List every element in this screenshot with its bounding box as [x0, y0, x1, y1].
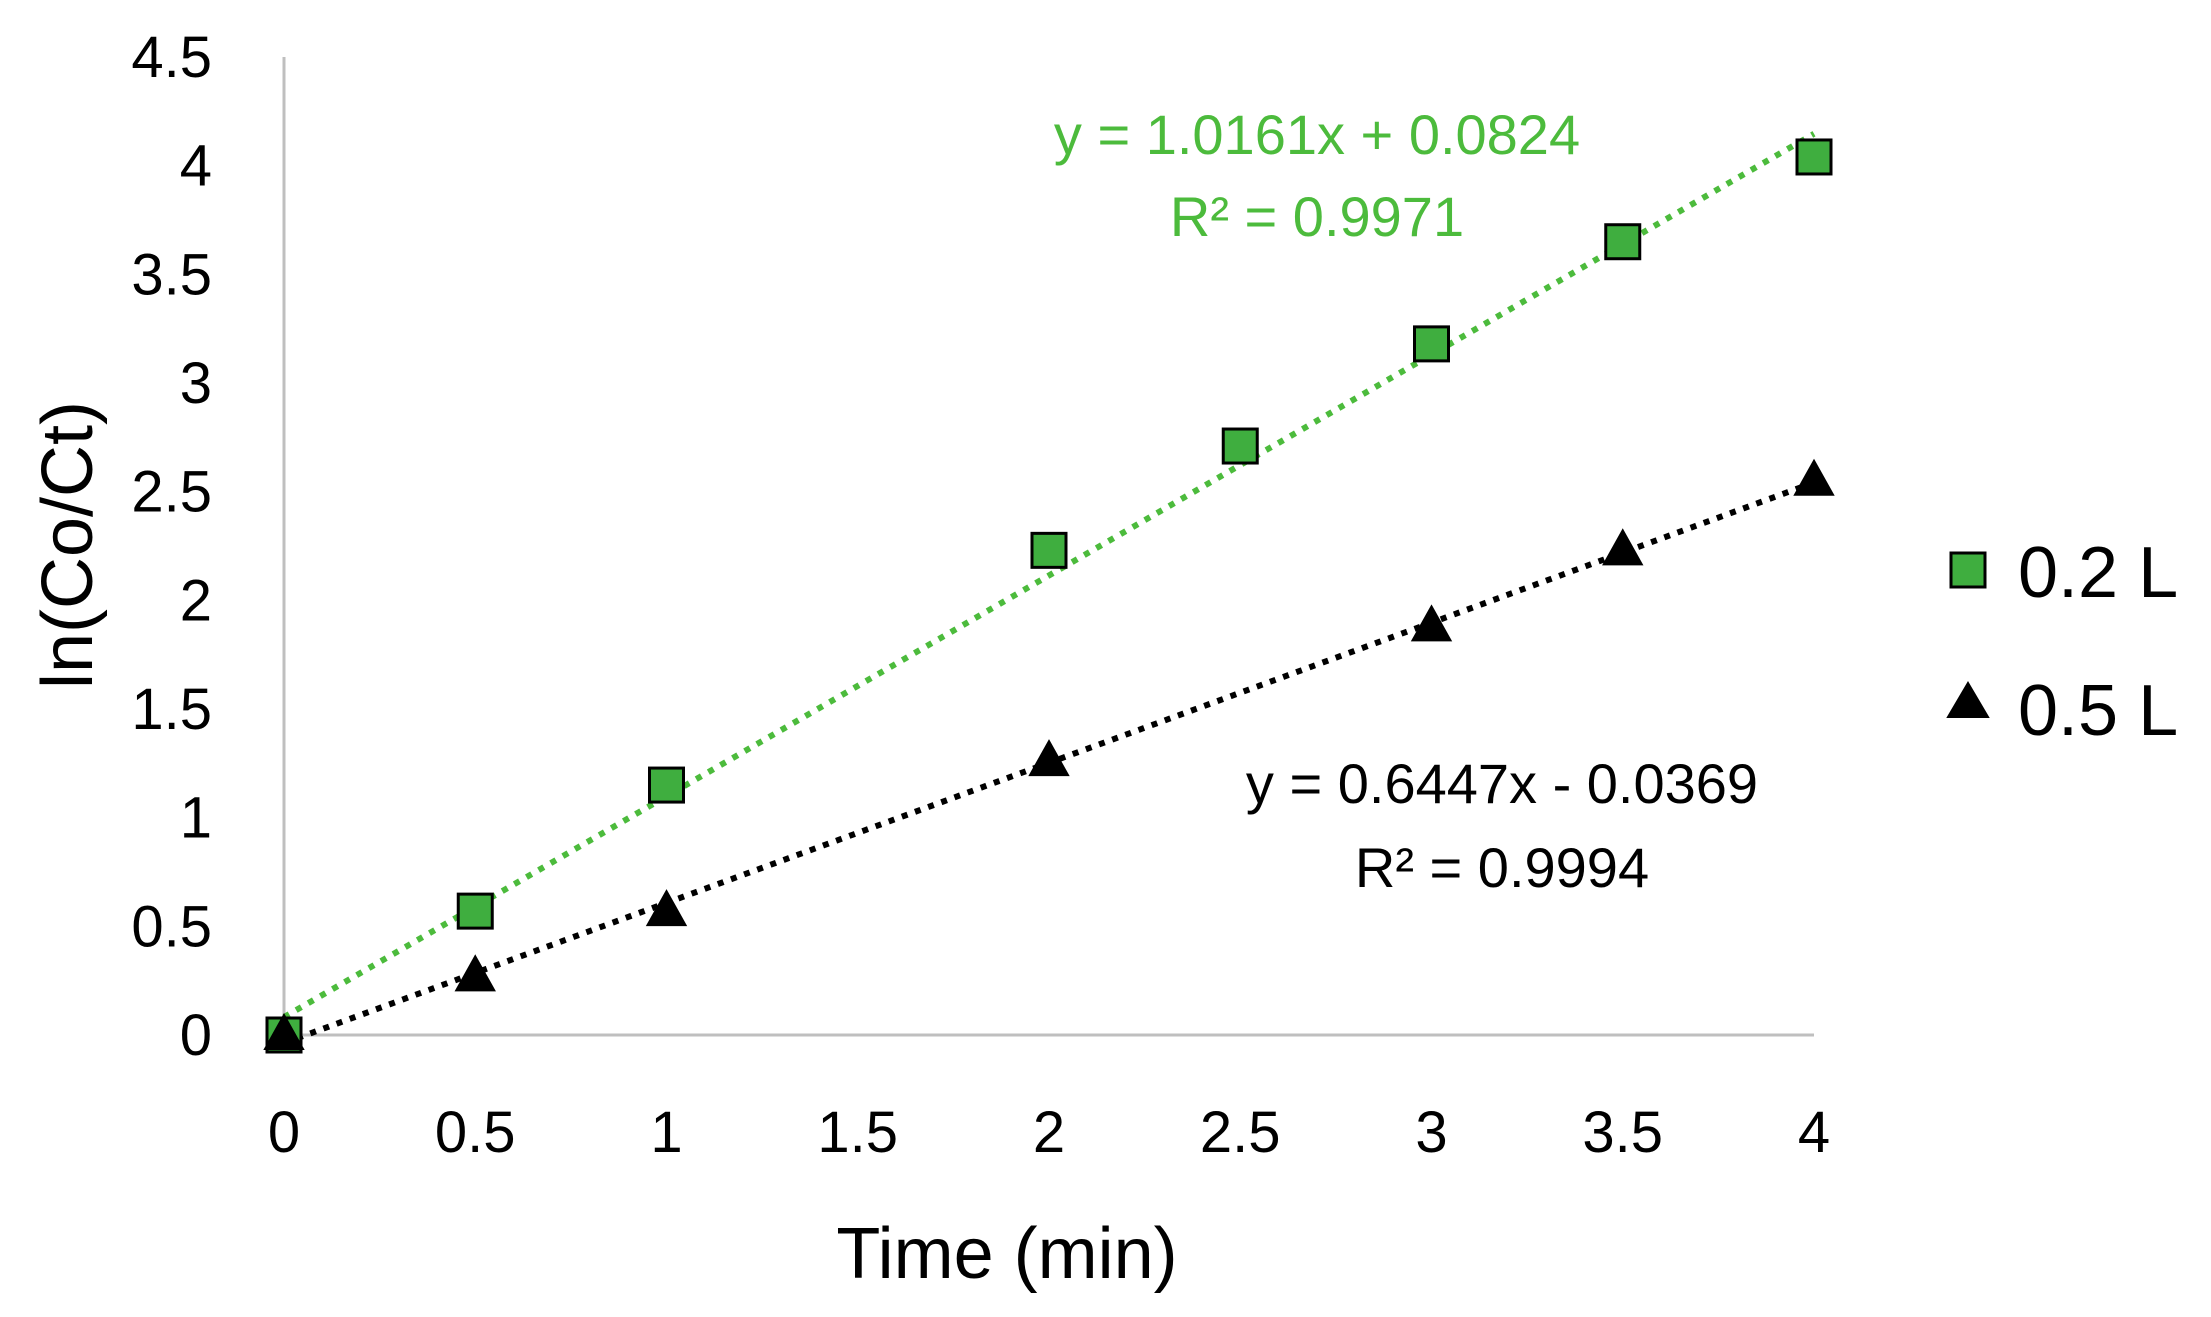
x-tick-label: 2.5: [1200, 1100, 1281, 1165]
marker-triangle-point: [1410, 604, 1453, 642]
marker-triangle-point: [1793, 458, 1835, 496]
marker-square-point: [1413, 325, 1450, 363]
y-tick-labels: 0 0.5 1 1.5 2 2.5 3 3.5 4 4.5: [131, 25, 212, 1068]
legend-square-marker: [1949, 551, 1987, 589]
x-tick-labels: 0 0.5 1 1.5 2 2.5 3 3.5 4: [268, 1100, 1830, 1165]
y-tick-label: 4: [180, 134, 212, 199]
x-tick-label: 1.5: [817, 1100, 898, 1165]
marker-triangle-point: [1602, 528, 1644, 566]
y-tick-label: 0: [180, 1003, 212, 1068]
y-tick-label: 3.5: [131, 242, 212, 307]
x-tick-label: 2: [1033, 1100, 1065, 1165]
y-tick-label: 1: [180, 786, 212, 851]
marker-triangle-point: [263, 1012, 305, 1050]
legend-item-0-5-l: 0.5 L: [1946, 671, 2178, 751]
y-axis-title: ln(Co/Ct): [28, 401, 108, 689]
marker-square-point: [648, 766, 685, 804]
marker-triangle-point: [454, 954, 496, 992]
trendline-equation-0-5-l: y = 0.6447x - 0.0369 R² = 0.9994: [1246, 752, 1758, 899]
legend-triangle-marker: [1946, 681, 1990, 718]
axes: [282, 57, 1814, 1037]
y-tick-label: 4.5: [131, 25, 212, 90]
marker-square-point: [1221, 427, 1259, 465]
legend-label-0-2-l: 0.2 L: [2018, 533, 2178, 613]
x-tick-label: 0: [268, 1100, 300, 1165]
data-markers: [263, 138, 1835, 1054]
trendline-0-2-l: [282, 131, 1816, 1020]
x-axis-title: Time (min): [836, 1214, 1177, 1294]
equation-text-0-2-l: y = 1.0161x + 0.0824: [1054, 103, 1580, 166]
x-tick-label: 3.5: [1582, 1100, 1663, 1165]
y-tick-label: 2.5: [131, 460, 212, 525]
marker-square-point: [1604, 223, 1642, 261]
x-tick-label: 4: [1798, 1100, 1830, 1165]
marker-square-point: [456, 892, 494, 930]
y-tick-label: 2: [180, 568, 212, 633]
x-tick-label: 1: [650, 1100, 682, 1165]
trendline-equation-0-2-l: y = 1.0161x + 0.0824 R² = 0.9971: [1054, 103, 1580, 248]
marker-square-point: [1030, 531, 1068, 569]
equation-text-0-5-l: y = 0.6447x - 0.0369: [1246, 752, 1758, 815]
r-squared-text-0-5-l: R² = 0.9994: [1355, 836, 1649, 899]
x-tick-label: 0.5: [435, 1100, 516, 1165]
marker-triangle-point: [1028, 739, 1070, 777]
marker-triangle-point: [645, 889, 688, 927]
legend: 0.2 L 0.5 L: [1946, 533, 2178, 751]
y-tick-label: 0.5: [131, 894, 212, 959]
y-tick-label: 1.5: [131, 677, 212, 742]
r-squared-text-0-2-l: R² = 0.9971: [1170, 185, 1464, 248]
x-tick-label: 3: [1415, 1100, 1447, 1165]
y-tick-label: 3: [180, 351, 212, 416]
marker-square-point: [1795, 138, 1833, 176]
legend-item-0-2-l: 0.2 L: [1949, 533, 2178, 613]
legend-label-0-5-l: 0.5 L: [2018, 671, 2178, 751]
